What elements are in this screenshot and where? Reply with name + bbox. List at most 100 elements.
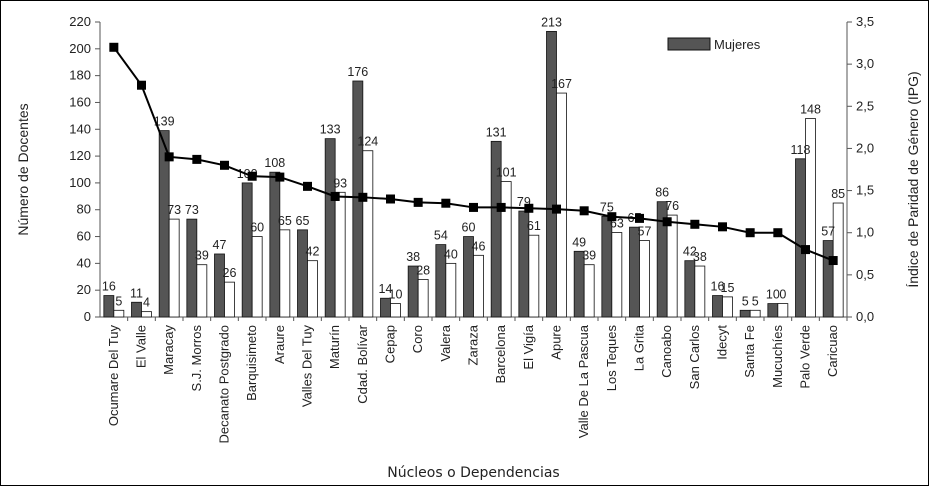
ipg-marker: [579, 206, 589, 216]
bar-mujeres: [186, 218, 198, 318]
bar-mujeres: [712, 295, 723, 318]
bar-second-series: [639, 240, 650, 318]
ipg-marker: [164, 152, 174, 162]
bar-label-second-series: 39: [582, 249, 596, 263]
x-tick-label: Valles Del Tuy: [300, 325, 315, 408]
bar-label-second-series: 65: [278, 214, 292, 228]
bar-label-mujeres: 139: [154, 115, 175, 129]
bar-label-second-series: 5: [115, 294, 122, 308]
bar-second-series: [722, 296, 733, 318]
legend-label-mujeres: Mujeres: [714, 37, 761, 52]
bar-mujeres: [269, 171, 281, 318]
ipg-marker: [718, 222, 727, 232]
bar-second-series: [417, 279, 429, 318]
y-tick-label: 200: [69, 41, 91, 56]
y2-tick-label: 1,0: [856, 225, 874, 240]
bar-second-series: [777, 303, 789, 318]
bar-label-mujeres: 42: [683, 245, 697, 259]
bar-label-mujeres: 38: [406, 250, 420, 264]
bar-mujeres: [739, 309, 751, 318]
ipg-marker: [662, 217, 672, 227]
y2-axis-title: Índice de Paridad de Género (IPG): [905, 71, 921, 287]
x-tick-label: El Valle: [134, 325, 149, 368]
x-tick-label: Araure: [272, 325, 287, 364]
bar-mujeres: [684, 260, 696, 318]
y2-tick-label: 2,5: [856, 98, 874, 113]
bar-second-series: [224, 281, 235, 318]
bar-label-mujeres: 131: [486, 125, 507, 139]
ipg-marker: [745, 228, 755, 238]
x-tick-label: La Grita: [632, 324, 647, 371]
bar-label-second-series: 10: [389, 288, 403, 302]
bar-label-mujeres: 16: [711, 280, 725, 294]
bar-mujeres: [795, 158, 806, 318]
bar-second-series: [805, 118, 816, 318]
ipg-marker: [469, 202, 478, 212]
x-tick-label: El Vigía: [521, 324, 536, 369]
bar-label-mujeres: 75: [600, 200, 614, 214]
bar-second-series: [251, 236, 263, 318]
ipg-marker: [524, 203, 534, 213]
y-tick-label: 20: [77, 282, 91, 297]
x-tick-label: Caricuao: [825, 325, 840, 377]
ipg-marker: [496, 202, 506, 212]
x-tick-label: S.J. Morros: [189, 325, 204, 392]
bar-label-mujeres: 213: [541, 15, 562, 29]
y-tick-label: 160: [69, 94, 91, 109]
bar-label-mujeres: 57: [821, 225, 835, 239]
x-tick-label: Zaraza: [466, 324, 481, 365]
bar-mujeres: [546, 30, 557, 318]
bar-label-mujeres: 133: [320, 123, 341, 137]
x-tick-label: Los Teques: [604, 325, 619, 392]
bar-label-mujeres: 118: [791, 143, 811, 157]
ipg-marker: [441, 198, 451, 208]
bar-label-mujeres: 60: [462, 221, 476, 235]
x-tick-label: Cdad. Bolívar: [355, 324, 370, 403]
x-tick-label: Palo Verde: [798, 325, 813, 389]
y-tick-label: 40: [77, 255, 91, 270]
bar-label-mujeres: 65: [296, 214, 310, 228]
ipg-marker: [413, 197, 423, 207]
ipg-line-group: [109, 42, 838, 266]
y-axis-title: Número de Docentes: [15, 103, 31, 235]
y-tick-label: 140: [69, 121, 91, 136]
ipg-marker: [801, 245, 810, 255]
y2-tick-label: 3,0: [856, 56, 874, 71]
bar-label-mujeres: 86: [655, 186, 669, 200]
bar-second-series: [694, 265, 706, 318]
bar-second-series: [141, 311, 152, 318]
bar-label-mujeres: 73: [185, 203, 199, 217]
bar-mujeres: [297, 229, 308, 318]
y-tick-label: 120: [69, 148, 91, 163]
bar-label-second-series: 57: [638, 225, 652, 239]
y2-tick-label: 2,0: [856, 140, 874, 155]
x-tick-label: Coro: [410, 325, 425, 353]
x-tick-label: Maturín: [327, 325, 342, 369]
x-tick-label: Decanato Postgrado: [217, 325, 232, 444]
bar-mujeres: [131, 301, 142, 318]
bar-label-second-series: 76: [665, 199, 679, 213]
ipg-marker: [247, 171, 257, 181]
y-ticks-right: 0,0 0,5 1,0 1,5 2,0 2,5 3,0 3,5: [847, 14, 874, 324]
bar-second-series: [528, 234, 540, 318]
bar-second-series: [749, 309, 761, 318]
y-tick-label: 100: [69, 175, 91, 190]
x-tick-label: Apure: [549, 325, 564, 360]
bar-label-mujeres: 16: [102, 280, 116, 294]
bar-label-second-series: 73: [167, 203, 181, 217]
bar-mujeres: [241, 182, 253, 318]
legend: Mujeres: [667, 37, 761, 52]
bar-second-series: [445, 262, 457, 318]
ipg-marker: [635, 213, 644, 223]
bar-mujeres: [324, 138, 336, 318]
y2-tick-label: 3,5: [856, 14, 874, 29]
x-tick-label: Valera: [438, 324, 453, 361]
bar-label-second-series: 167: [551, 77, 572, 91]
bar-label-second-series: 46: [472, 239, 486, 253]
bar-second-series: [500, 181, 512, 318]
x-tick-label: Ocumare Del Tuy: [106, 325, 121, 427]
x-tick-label: Maracay: [161, 325, 176, 375]
y-tick-label: 0: [84, 309, 91, 324]
